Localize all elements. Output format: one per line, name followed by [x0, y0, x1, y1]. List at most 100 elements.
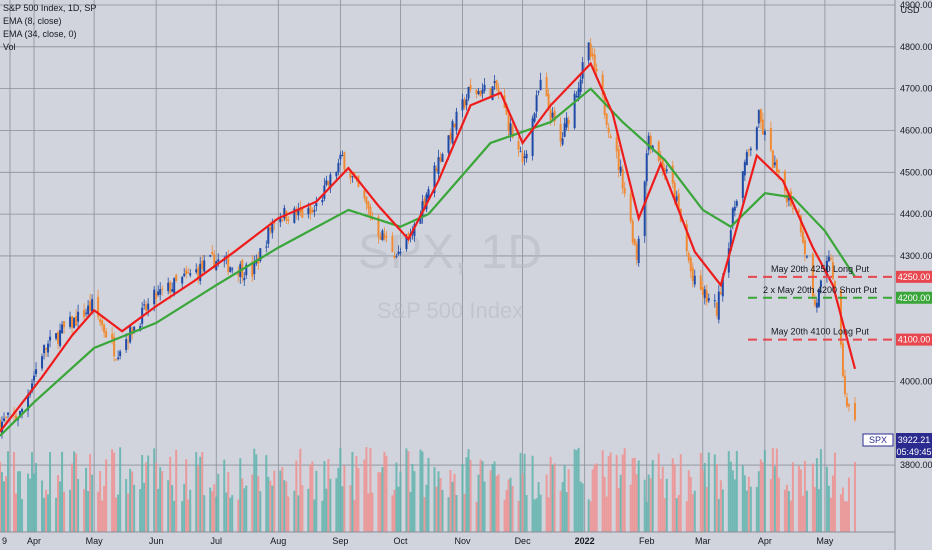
volume-bar	[579, 481, 582, 532]
volume-bar	[89, 454, 92, 532]
volume-bar	[787, 491, 790, 532]
volume-bar	[463, 493, 466, 532]
price-axis[interactable]: 3800.00 4000.00 4300.00 4400.00 4500.00 4600.…	[900, 0, 932, 470]
volume-bar	[43, 497, 46, 532]
candle-body	[811, 253, 814, 297]
volume-bar	[479, 459, 482, 532]
volume-bar	[721, 489, 724, 532]
candle-body	[57, 332, 60, 344]
candle-body	[245, 264, 248, 276]
volume-bar	[15, 493, 18, 532]
volume-bar	[279, 470, 282, 532]
candle-body	[189, 273, 192, 276]
bar-countdown: 05:49:45	[896, 447, 931, 457]
volume-bar	[105, 459, 108, 532]
volume-bar	[59, 481, 62, 532]
candle-body	[173, 278, 176, 294]
candle-body	[643, 181, 646, 237]
volume-bar	[313, 499, 316, 532]
volume-bar	[139, 489, 142, 532]
candle-body	[657, 141, 660, 161]
volume-bar	[717, 498, 720, 532]
candle-body	[175, 274, 178, 281]
candle-body	[407, 233, 410, 237]
candle-body	[803, 240, 806, 255]
volume-bar	[623, 448, 626, 532]
candle-body	[211, 252, 214, 255]
candle-body	[309, 205, 312, 214]
candle-body	[169, 281, 172, 293]
volume-bar	[707, 452, 710, 532]
candle-body	[815, 302, 818, 308]
volume-bar	[773, 466, 776, 532]
candle-body	[689, 257, 692, 272]
volume-bar	[99, 471, 102, 532]
candle-body	[119, 351, 122, 357]
time-tick-label: Feb	[639, 536, 655, 546]
candle-body	[85, 312, 88, 314]
price-tick-label: 4700.00	[900, 84, 932, 94]
volume-bar	[477, 474, 480, 532]
volume-bar	[307, 488, 310, 532]
volume-bar	[621, 454, 624, 532]
candle-body	[673, 182, 676, 199]
candle-body	[325, 180, 328, 185]
legend-ema-slow[interactable]: EMA (34, close, 0)	[3, 29, 77, 39]
candle-body	[113, 336, 116, 357]
candle-body	[321, 200, 324, 203]
candle-body	[279, 217, 282, 223]
candle-body	[3, 418, 6, 421]
candle-body	[783, 171, 786, 192]
time-axis[interactable]: 9 Apr May Jun Jul Aug Sep Oct Nov Dec 2022 Feb Mar Ap…	[2, 536, 834, 546]
candle-body	[549, 109, 552, 121]
volume-bar	[439, 477, 442, 532]
volume-bar	[647, 474, 650, 532]
volume-bars	[0, 447, 856, 532]
volume-bar	[399, 471, 402, 532]
volume-bar	[661, 466, 664, 532]
volume-bar	[535, 498, 538, 532]
legend-ema-fast[interactable]: EMA (8, close)	[3, 16, 62, 26]
candle-body	[295, 210, 298, 216]
candle-body	[367, 201, 370, 209]
volume-bar	[355, 456, 358, 532]
option-levels: May 20th 4250 Long Put 2 x May 20th 4200 …	[748, 264, 932, 346]
volume-bar	[685, 501, 688, 532]
candle-body	[617, 149, 620, 170]
candle-body	[377, 216, 380, 237]
volume-bar	[49, 452, 52, 532]
candle-body	[705, 290, 708, 302]
volume-bar	[531, 455, 534, 532]
candle-body	[573, 93, 576, 129]
volume-bar	[285, 481, 288, 532]
candle-body	[183, 273, 186, 277]
candle-body	[49, 336, 52, 341]
time-tick-label: May	[816, 536, 834, 546]
candle-body	[551, 112, 554, 118]
volume-bar	[843, 501, 846, 532]
candle-body	[731, 208, 734, 227]
volume-bar	[631, 458, 634, 532]
candle-body	[801, 231, 804, 243]
time-tick-label: Oct	[393, 536, 408, 546]
volume-bar	[141, 454, 144, 532]
candle-body	[563, 123, 566, 137]
volume-bar	[229, 497, 232, 532]
candle-body	[665, 169, 668, 172]
candle-body	[423, 199, 426, 206]
volume-bar	[533, 499, 536, 532]
time-tick-label: Jul	[210, 536, 222, 546]
candle-body	[477, 91, 480, 95]
candle-body	[21, 409, 24, 412]
volume-bar	[45, 489, 48, 532]
legend-volume[interactable]: Vol	[3, 42, 16, 52]
volume-bar	[83, 489, 86, 532]
volume-bar	[757, 471, 760, 532]
candle-body	[55, 333, 58, 339]
volume-bar	[831, 475, 834, 532]
candle-body	[133, 326, 136, 331]
candle-body	[35, 369, 38, 375]
candle-body	[483, 84, 486, 91]
volume-bar	[29, 478, 32, 532]
